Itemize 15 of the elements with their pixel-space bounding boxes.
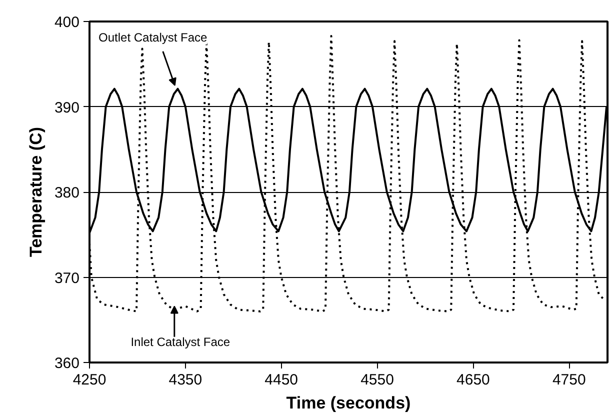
x-tick-label: 4250 — [72, 372, 106, 388]
y-tick-label: 360 — [54, 355, 80, 372]
x-tick-label: 4550 — [360, 372, 394, 388]
x-tick-label: 4450 — [264, 372, 298, 388]
x-tick-label: 4350 — [168, 372, 202, 388]
annotation: Outlet Catalyst Face — [98, 30, 208, 44]
y-axis-title: Temperature (C) — [26, 126, 46, 258]
x-axis-title: Time (seconds) — [286, 394, 411, 412]
x-tick-label: 4650 — [456, 372, 490, 388]
y-tick-label: 400 — [54, 14, 80, 31]
y-tick-label: 380 — [54, 184, 80, 202]
y-tick-label: 390 — [54, 99, 80, 116]
annotation: Inlet Catalyst Face — [130, 335, 230, 350]
x-tick-label: 4750 — [552, 372, 586, 388]
y-tick-label: 370 — [54, 270, 80, 287]
